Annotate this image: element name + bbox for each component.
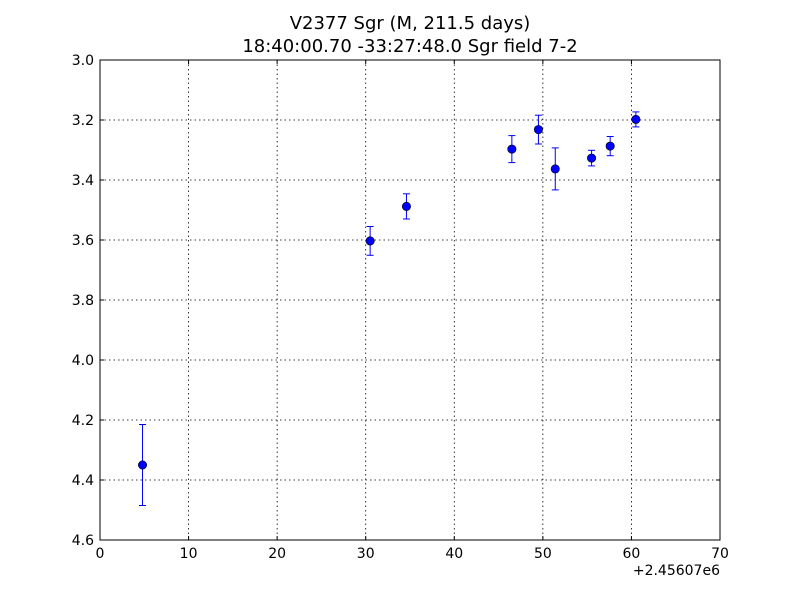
plot-area-frame [99,59,721,541]
y-tick-label: 3.0 [72,53,94,69]
y-tick-label: 4.6 [72,533,94,549]
error-bars [139,111,640,506]
y-tick-label: 3.8 [72,293,94,309]
y-tick-label: 3.4 [72,173,94,189]
x-tick-label: 30 [357,546,375,562]
x-tick-label: 40 [445,546,463,562]
x-tick-label: 70 [711,546,729,562]
data-point [587,153,597,163]
y-tick-label: 4.4 [72,473,94,489]
x-axis-ticks: 0 10 20 30 40 50 60 70 [96,60,729,562]
chart-subtitle: 18:40:00.70 -33:27:48.0 Sgr field 7-2 [242,36,577,57]
data-point [401,201,411,211]
x-tick-label: 20 [268,546,286,562]
y-tick-label: 4.0 [72,353,94,369]
x-axis-offset-label: +2.45607e6 [633,563,720,579]
x-tick-label: 10 [180,546,198,562]
data-point [533,125,543,135]
data-point [138,460,148,470]
data-point [507,144,517,154]
data-point [605,141,615,151]
x-tick-label: 0 [96,546,105,562]
y-tick-label: 3.2 [72,113,94,129]
data-point [550,164,560,174]
chart-title: V2377 Sgr (M, 211.5 days) [290,13,531,34]
data-point [631,114,641,124]
data-point [365,236,375,246]
x-tick-label: 50 [534,546,552,562]
y-axis-ticks: 3.0 3.2 3.4 3.6 3.8 4.0 4.2 4.4 4.6 [72,53,720,549]
y-tick-label: 4.2 [72,413,94,429]
grid-lines [100,60,720,540]
x-tick-label: 60 [623,546,641,562]
y-tick-label: 3.6 [72,233,94,249]
data-points [138,114,641,470]
